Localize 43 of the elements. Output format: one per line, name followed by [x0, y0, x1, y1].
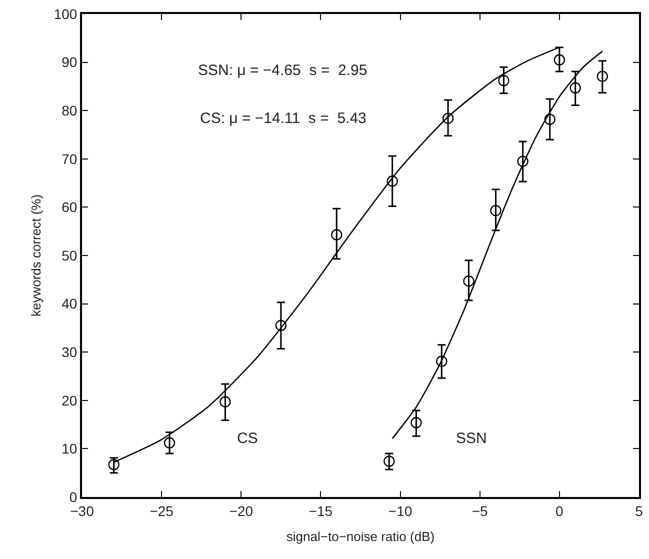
- annotation: CS: μ = −14.11 s = 5.43: [200, 110, 366, 127]
- x-axis-title: signal−to−noise ratio (dB): [286, 528, 435, 544]
- x-tick-label: −30: [70, 502, 94, 519]
- point: [517, 156, 528, 167]
- point: [384, 456, 395, 467]
- point: [554, 54, 566, 66]
- x-tick-label: 5: [635, 502, 644, 519]
- y-tick-label: 60: [62, 199, 78, 216]
- point: [331, 229, 342, 240]
- x-tick-label: −25: [150, 502, 174, 519]
- text: SSN: [456, 430, 487, 447]
- y-tick-label: 30: [62, 344, 78, 360]
- x-tick-label: −20: [229, 502, 254, 519]
- point: [596, 70, 608, 82]
- point: [410, 417, 422, 428]
- y-axis-title: keywords correct (%): [28, 194, 44, 317]
- y-tick-label: 0: [69, 488, 78, 505]
- y-tick-label: 40: [62, 296, 78, 312]
- point: [442, 112, 454, 124]
- point: [498, 75, 510, 86]
- annotation: SSN: μ = −4.65 s = 2.95: [198, 62, 368, 79]
- point: [463, 276, 474, 287]
- series-label: CS: [237, 430, 258, 447]
- point: [570, 82, 581, 94]
- point: [436, 356, 448, 367]
- y-tick-label: 90: [62, 54, 78, 70]
- point: [544, 114, 556, 125]
- point: [164, 437, 176, 448]
- y-tick-label: 50: [62, 247, 78, 264]
- point: [386, 176, 398, 187]
- y-tick-label: 100: [54, 6, 78, 22]
- point: [108, 459, 120, 470]
- y-tick-label: 20: [62, 392, 78, 408]
- point: [275, 320, 287, 332]
- x-tick-label: −10: [388, 502, 412, 519]
- point: [220, 396, 231, 408]
- point: [490, 204, 502, 216]
- y-tick-label: 10: [62, 440, 78, 457]
- y-tick-label: 80: [62, 102, 78, 118]
- x-tick-label: −15: [308, 502, 333, 519]
- x-tick-label: 0: [556, 502, 564, 519]
- y-tick-label: 70: [62, 150, 78, 167]
- x-tick-label: −5: [472, 502, 488, 519]
